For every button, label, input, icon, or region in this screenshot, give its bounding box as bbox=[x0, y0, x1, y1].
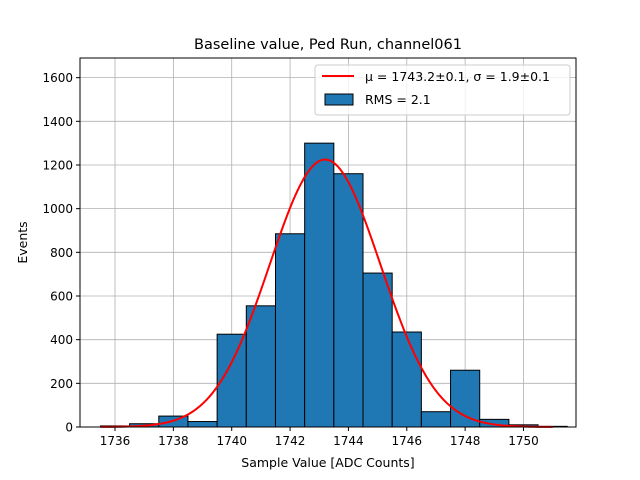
y-axis-ticks: 0 200 400 600 800 1000 1200 1400 1600 bbox=[42, 71, 80, 435]
legend-box bbox=[314, 64, 571, 116]
histogram-bar bbox=[304, 142, 335, 428]
y-axis-label: Events bbox=[15, 221, 30, 263]
x-tick-label: 1738 bbox=[158, 434, 189, 448]
histogram-bar bbox=[187, 421, 218, 428]
y-tick-label: 200 bbox=[50, 377, 73, 391]
x-tick-label: 1742 bbox=[275, 434, 306, 448]
x-tick-label: 1736 bbox=[100, 434, 131, 448]
y-tick-label: 600 bbox=[50, 289, 73, 303]
plot-frame bbox=[79, 57, 577, 428]
legend-histogram-swatch bbox=[324, 93, 354, 106]
legend-histogram-label: RMS = 2.1 bbox=[365, 92, 431, 107]
histogram-bar bbox=[450, 369, 481, 428]
histogram-bar bbox=[420, 411, 452, 428]
y-tick-label: 0 bbox=[65, 421, 73, 435]
legend: μ = 1743.2±0.1, σ = 1.9±0.1 RMS = 2.1 bbox=[314, 64, 571, 116]
histogram-bar bbox=[362, 272, 393, 428]
x-tick-label: 1748 bbox=[450, 434, 481, 448]
x-tick-label: 1740 bbox=[216, 434, 247, 448]
x-tick-label: 1746 bbox=[392, 434, 423, 448]
gaussian-fit-curve bbox=[100, 158, 553, 428]
y-tick-label: 800 bbox=[50, 246, 73, 260]
chart-title: Baseline value, Ped Run, channel061 bbox=[194, 37, 462, 53]
x-axis-label: Sample Value [ADC Counts] bbox=[241, 455, 414, 470]
y-tick-label: 1600 bbox=[42, 71, 73, 85]
histogram-bar bbox=[245, 305, 276, 428]
histogram-bar bbox=[391, 331, 422, 428]
x-axis-ticks: 1736 1738 1740 1742 1744 1746 1748 1750 bbox=[100, 427, 539, 448]
legend-fit-label: μ = 1743.2±0.1, σ = 1.9±0.1 bbox=[365, 69, 550, 84]
y-tick-label: 400 bbox=[50, 333, 73, 347]
histogram-bar bbox=[274, 233, 306, 428]
y-tick-label: 1400 bbox=[42, 115, 73, 129]
y-tick-label: 1000 bbox=[42, 202, 73, 216]
x-tick-label: 1750 bbox=[508, 434, 539, 448]
y-tick-label: 1200 bbox=[42, 158, 73, 172]
x-tick-label: 1744 bbox=[333, 434, 364, 448]
histogram-bar bbox=[333, 173, 364, 428]
histogram-bars bbox=[99, 142, 568, 428]
